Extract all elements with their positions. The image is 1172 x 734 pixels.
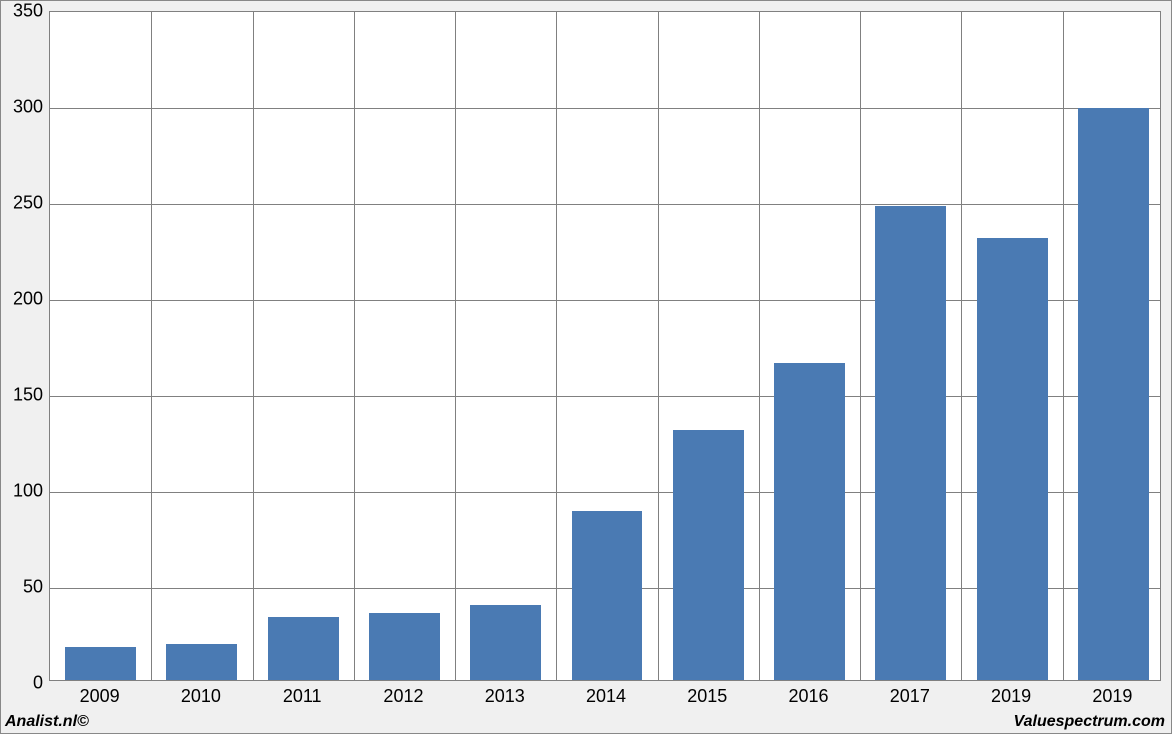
bar <box>572 511 643 680</box>
x-tick-label: 2013 <box>485 686 525 707</box>
bar <box>268 617 339 680</box>
gridline-vertical <box>151 12 152 680</box>
x-tick-label: 2019 <box>991 686 1031 707</box>
gridline-vertical <box>354 12 355 680</box>
gridline-horizontal <box>50 204 1160 205</box>
y-tick-label: 250 <box>3 193 43 214</box>
bar <box>65 647 136 680</box>
gridline-vertical <box>1063 12 1064 680</box>
bar <box>166 644 237 680</box>
y-tick-label: 150 <box>3 385 43 406</box>
chart-frame: Analist.nl© Valuespectrum.com 0 50 100 150 2… <box>0 0 1172 734</box>
bar <box>875 206 946 680</box>
y-tick-label: 100 <box>3 481 43 502</box>
x-tick-label: 2019 <box>1092 686 1132 707</box>
x-tick-label: 2016 <box>789 686 829 707</box>
gridline-horizontal <box>50 108 1160 109</box>
x-tick-label: 2015 <box>687 686 727 707</box>
gridline-vertical <box>455 12 456 680</box>
gridline-vertical <box>961 12 962 680</box>
x-tick-label: 2014 <box>586 686 626 707</box>
x-tick-label: 2010 <box>181 686 221 707</box>
plot-area <box>49 11 1161 681</box>
y-tick-label: 50 <box>3 577 43 598</box>
x-tick-label: 2009 <box>80 686 120 707</box>
gridline-vertical <box>253 12 254 680</box>
bar <box>774 363 845 680</box>
footer-right-text: Valuespectrum.com <box>1014 713 1165 731</box>
bar <box>470 605 541 680</box>
gridline-vertical <box>556 12 557 680</box>
y-tick-label: 350 <box>3 1 43 22</box>
bar <box>673 430 744 680</box>
gridline-vertical <box>759 12 760 680</box>
y-tick-label: 300 <box>3 97 43 118</box>
footer-left-text: Analist.nl© <box>5 713 89 731</box>
x-tick-label: 2011 <box>283 686 322 707</box>
x-tick-label: 2017 <box>890 686 930 707</box>
x-tick-label: 2012 <box>383 686 423 707</box>
y-tick-label: 0 <box>3 673 43 694</box>
bar <box>977 238 1048 680</box>
gridline-vertical <box>860 12 861 680</box>
bar <box>369 613 440 680</box>
gridline-vertical <box>658 12 659 680</box>
y-tick-label: 200 <box>3 289 43 310</box>
bar <box>1078 108 1149 680</box>
